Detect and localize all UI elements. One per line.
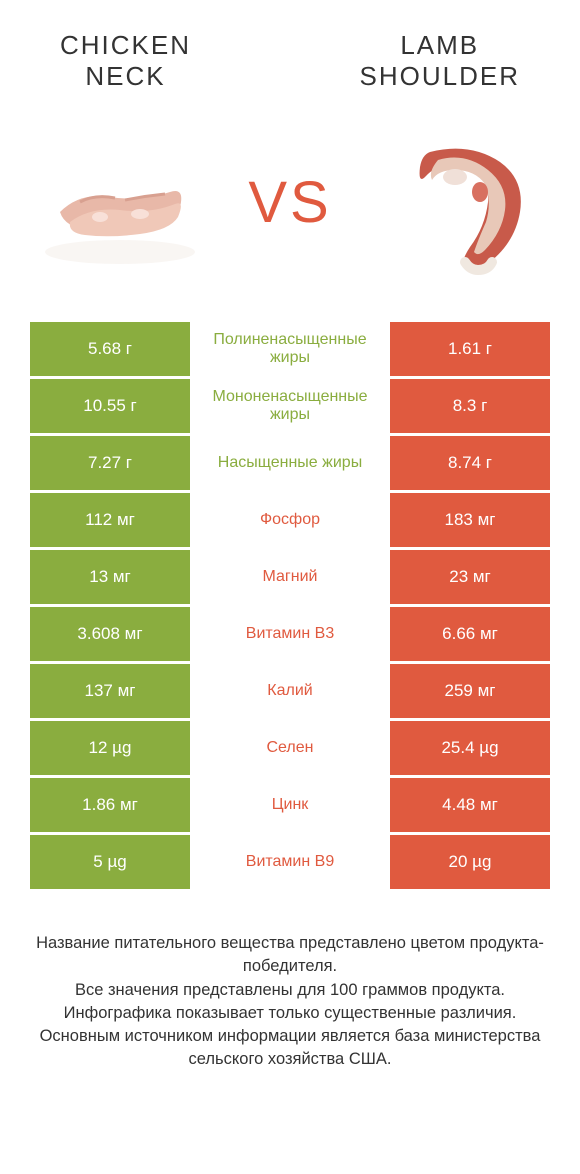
footer-line3: Инфографика показывает только существенн… [30,1002,550,1025]
left-value-cell: 7.27 г [30,436,190,490]
nutrient-name-cell: Мононенасыщенные жиры [190,379,390,433]
chicken-neck-image [30,122,210,282]
left-value-cell: 3.608 мг [30,607,190,661]
left-title-line2: NECK [85,61,165,91]
footer-line2: Все значения представлены для 100 граммо… [30,979,550,1002]
lamb-shoulder-image [370,122,550,282]
nutrient-row: 3.608 мгВитамин B36.66 мг [30,607,550,661]
right-product-title: LAMB SHOULDER [360,30,520,92]
left-value-cell: 1.86 мг [30,778,190,832]
nutrient-name-cell: Калий [190,664,390,718]
right-value-cell: 6.66 мг [390,607,550,661]
left-title-line1: CHICKEN [60,30,191,60]
left-value-cell: 10.55 г [30,379,190,433]
right-title-line2: SHOULDER [360,61,520,91]
nutrient-name-cell: Селен [190,721,390,775]
right-value-cell: 259 мг [390,664,550,718]
vs-label: VS [248,169,331,236]
infographic-container: CHICKEN NECK LAMB SHOULDER VS [0,0,580,1174]
nutrient-row: 5.68 гПолиненасыщенные жиры1.61 г [30,322,550,376]
lamb-shoulder-icon [370,122,550,282]
nutrient-name-cell: Магний [190,550,390,604]
nutrient-table: 5.68 гПолиненасыщенные жиры1.61 г10.55 г… [0,322,580,892]
nutrient-row: 137 мгКалий259 мг [30,664,550,718]
left-value-cell: 13 мг [30,550,190,604]
left-product-title: CHICKEN NECK [60,30,191,92]
left-value-cell: 5 µg [30,835,190,889]
left-value-cell: 5.68 г [30,322,190,376]
nutrient-row: 13 мгМагний23 мг [30,550,550,604]
right-value-cell: 183 мг [390,493,550,547]
images-row: VS [0,102,580,322]
footer-line1: Название питательного вещества представл… [30,932,550,978]
footer-line4: Основным источником информации является … [30,1025,550,1071]
nutrient-row: 7.27 гНасыщенные жиры8.74 г [30,436,550,490]
left-value-cell: 12 µg [30,721,190,775]
right-value-cell: 4.48 мг [390,778,550,832]
nutrient-name-cell: Витамин B9 [190,835,390,889]
right-title-line1: LAMB [400,30,479,60]
nutrient-name-cell: Цинк [190,778,390,832]
nutrient-row: 1.86 мгЦинк4.48 мг [30,778,550,832]
nutrient-row: 5 µgВитамин B920 µg [30,835,550,889]
chicken-neck-icon [30,122,210,282]
nutrient-name-cell: Фосфор [190,493,390,547]
right-value-cell: 23 мг [390,550,550,604]
nutrient-row: 12 µgСелен25.4 µg [30,721,550,775]
left-value-cell: 112 мг [30,493,190,547]
right-value-cell: 8.3 г [390,379,550,433]
nutrient-name-cell: Насыщенные жиры [190,436,390,490]
header: CHICKEN NECK LAMB SHOULDER [0,0,580,102]
right-value-cell: 1.61 г [390,322,550,376]
right-value-cell: 25.4 µg [390,721,550,775]
right-value-cell: 20 µg [390,835,550,889]
nutrient-row: 112 мгФосфор183 мг [30,493,550,547]
nutrient-row: 10.55 гМононенасыщенные жиры8.3 г [30,379,550,433]
footer-notes: Название питательного вещества представл… [0,892,580,1091]
nutrient-name-cell: Полиненасыщенные жиры [190,322,390,376]
left-value-cell: 137 мг [30,664,190,718]
nutrient-name-cell: Витамин B3 [190,607,390,661]
right-value-cell: 8.74 г [390,436,550,490]
